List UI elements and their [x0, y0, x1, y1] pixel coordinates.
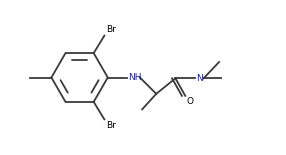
Text: Br: Br	[106, 25, 116, 34]
Text: Br: Br	[106, 121, 116, 130]
Text: NH: NH	[128, 73, 142, 82]
Text: O: O	[187, 97, 194, 106]
Text: N: N	[196, 74, 202, 83]
